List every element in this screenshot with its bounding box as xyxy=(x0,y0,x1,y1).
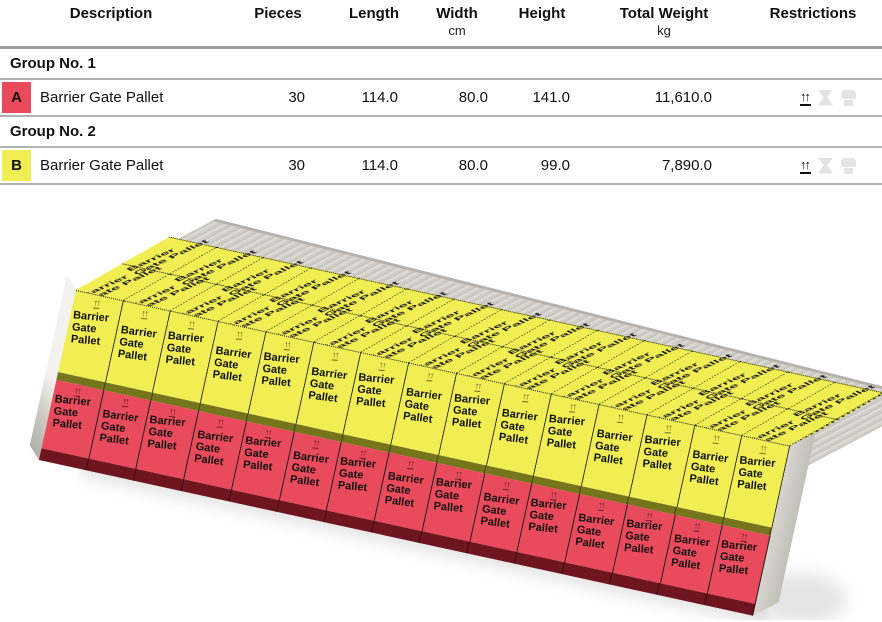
header-separator xyxy=(0,46,882,49)
width-value: 80.0 xyxy=(458,157,488,174)
row-separator xyxy=(0,78,882,80)
column-label: Height xyxy=(518,5,566,22)
row-separator xyxy=(0,183,882,185)
column-header-width: Width cm xyxy=(414,5,500,39)
column-label: Description xyxy=(69,5,153,22)
length-value: 114.0 xyxy=(361,157,398,174)
column-header-length: Length xyxy=(334,5,414,23)
column-label: Pieces xyxy=(254,5,302,22)
group-header-1: Group No. 1 xyxy=(10,55,96,72)
column-header-height: Height xyxy=(500,5,584,23)
table-row-group-a[interactable]: A Barrier Gate Pallet 30 114.0 80.0 141.… xyxy=(0,80,882,115)
pieces-value: 30 xyxy=(288,89,305,106)
group-b-color-badge: B xyxy=(2,150,31,181)
cargo-items-table: Description Pieces Length Width cm Heigh… xyxy=(0,0,882,185)
stacking-restriction-icon[interactable] xyxy=(818,157,833,174)
width-value: 80.0 xyxy=(458,89,488,106)
stacking-restriction-icon[interactable] xyxy=(818,89,833,106)
container-3d[interactable]: Barrier Gate Pallet Barrier Gate Pallet Barr… xyxy=(29,218,882,616)
column-header-restrictions: Restrictions xyxy=(744,5,882,23)
column-label: Width xyxy=(436,5,478,22)
column-header-pieces: Pieces xyxy=(222,5,334,23)
total-weight-value: 11,610.0 xyxy=(654,89,712,106)
load-plan-3d-view[interactable]: Barrier Gate Pallet Barrier Gate Pallet Barr… xyxy=(0,185,882,620)
column-unit: kg xyxy=(657,23,671,38)
group-a-color-badge: A xyxy=(2,82,31,113)
length-value: 114.0 xyxy=(361,89,398,106)
restrictions-cell: ↑↑ xyxy=(744,156,882,174)
group-header-2: Group No. 2 xyxy=(10,123,96,140)
table-header-row: Description Pieces Length Width cm Heigh… xyxy=(0,0,882,46)
column-unit: cm xyxy=(448,23,466,38)
item-description: Barrier Gate Pallet xyxy=(40,157,164,174)
total-weight-value: 7,890.0 xyxy=(661,157,712,174)
item-description: Barrier Gate Pallet xyxy=(40,89,164,106)
table-row-group-b[interactable]: B Barrier Gate Pallet 30 114.0 80.0 99.0… xyxy=(0,148,882,183)
this-way-up-icon[interactable]: ↑↑ xyxy=(800,88,811,106)
column-header-description: Description xyxy=(0,5,222,23)
height-value: 99.0 xyxy=(540,157,570,174)
restrictions-cell: ↑↑ xyxy=(744,88,882,106)
column-label: Total Weight xyxy=(619,5,709,22)
column-label: Length xyxy=(349,5,399,22)
pieces-value: 30 xyxy=(288,157,305,174)
column-header-total-weight: Total Weight kg xyxy=(584,5,744,39)
hanging-restriction-icon[interactable] xyxy=(840,89,857,106)
row-separator xyxy=(0,115,882,117)
height-value: 141.0 xyxy=(532,89,570,106)
hanging-restriction-icon[interactable] xyxy=(840,157,857,174)
this-way-up-icon[interactable]: ↑↑ xyxy=(800,156,811,174)
row-separator xyxy=(0,146,882,148)
column-label: Restrictions xyxy=(769,5,857,22)
